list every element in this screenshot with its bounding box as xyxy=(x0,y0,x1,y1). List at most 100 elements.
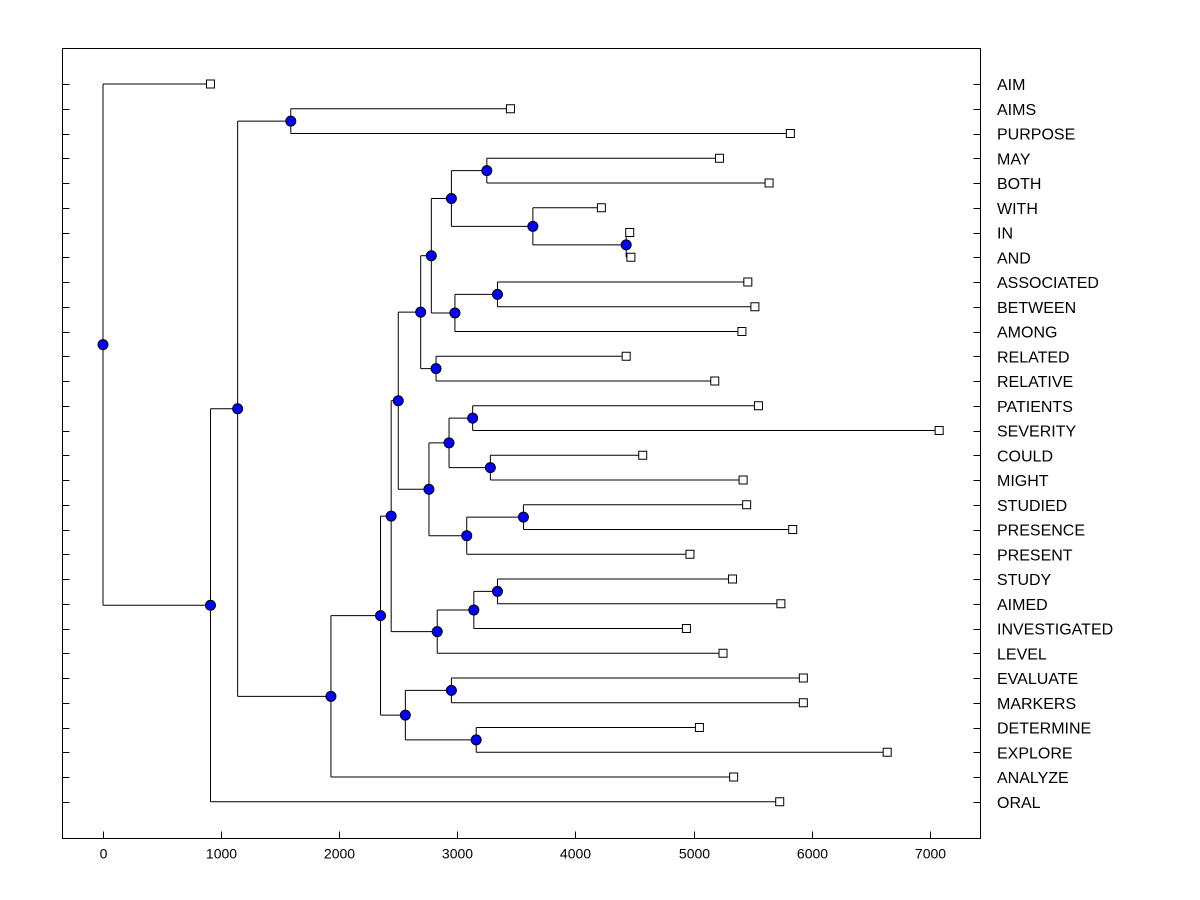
merge-node xyxy=(392,395,404,407)
x-tick-label: 3000 xyxy=(442,846,473,862)
leaf-marker xyxy=(742,500,752,510)
merge-node xyxy=(399,709,411,721)
merge-node xyxy=(445,192,457,204)
leaf-marker xyxy=(714,153,724,163)
leaf-marker xyxy=(775,797,785,807)
leaf-marker xyxy=(505,104,515,114)
x-tick-label: 6000 xyxy=(797,846,828,862)
merge-node xyxy=(470,734,482,746)
merge-node xyxy=(445,684,457,696)
leaf-label: STUDIED xyxy=(997,498,1067,515)
leaf-label: INVESTIGATED xyxy=(997,622,1113,639)
leaf-marker xyxy=(727,574,737,584)
leaf-marker xyxy=(205,79,215,89)
leaf-marker xyxy=(882,747,892,757)
leaf-label: ANALYZE xyxy=(997,770,1069,787)
leaf-label: MARKERS xyxy=(997,696,1076,713)
left-tick-marks xyxy=(62,84,70,803)
merge-node xyxy=(449,307,461,319)
leaf-marker xyxy=(764,178,774,188)
merge-node xyxy=(430,363,442,375)
leaf-label: PATIENTS xyxy=(997,399,1073,416)
merge-node xyxy=(481,165,493,177)
leaf-marker xyxy=(737,327,747,336)
leaf-label: AIM xyxy=(997,77,1025,94)
leaf-marker xyxy=(798,673,808,683)
merge-node xyxy=(484,462,496,474)
leaf-marker xyxy=(626,252,636,262)
leaf-labels: AIM AIMS PURPOSE MAY BOTH WITH IN AND ASSOCIATED… xyxy=(997,77,1113,812)
right-tick-marks xyxy=(973,84,981,803)
leaf-label: AIMED xyxy=(997,597,1048,614)
leaf-marker xyxy=(638,450,648,460)
leaf-marker xyxy=(788,525,798,534)
leaf-label: EVALUATE xyxy=(997,671,1078,688)
leaf-marker xyxy=(798,698,808,708)
merge-node xyxy=(431,626,443,638)
leaf-marker xyxy=(753,401,763,411)
merge-node xyxy=(385,510,397,522)
leaf-marker xyxy=(743,277,753,287)
leaf-label: MIGHT xyxy=(997,473,1049,490)
leaf-label: COULD xyxy=(997,448,1053,465)
x-tick-label: 5000 xyxy=(679,846,710,862)
plot-frame xyxy=(62,48,981,839)
merge-node xyxy=(443,437,455,449)
leaf-label: RELATED xyxy=(997,349,1070,366)
leaf-marker xyxy=(776,599,786,609)
leaf-marker xyxy=(694,723,704,732)
leaf-marker xyxy=(750,302,760,312)
merge-node xyxy=(461,530,473,542)
merge-node xyxy=(527,220,539,232)
x-tick-label: 1000 xyxy=(206,846,237,862)
leaf-marker xyxy=(621,351,631,361)
leaf-label: PRESENCE xyxy=(997,523,1085,540)
leaf-marker xyxy=(718,648,728,658)
x-tick-label: 0 xyxy=(100,846,108,862)
leaf-label: MAY xyxy=(997,151,1031,168)
merge-node xyxy=(415,306,427,318)
leaf-label: ASSOCIATED xyxy=(997,275,1099,292)
merge-node xyxy=(425,250,437,262)
merge-node xyxy=(232,403,244,415)
leaf-label: PRESENT xyxy=(997,547,1073,564)
leaf-marker xyxy=(596,203,606,213)
leaf-marker xyxy=(685,549,695,559)
leaf-label: RELATIVE xyxy=(997,374,1073,391)
leaf-label: ORAL xyxy=(997,795,1041,812)
leaf-markers xyxy=(205,79,944,807)
merge-node xyxy=(491,585,503,597)
leaf-marker xyxy=(934,426,944,435)
x-tick-label: 2000 xyxy=(324,846,355,862)
leaf-marker xyxy=(681,624,691,633)
merge-node xyxy=(468,604,480,616)
merge-node xyxy=(467,412,479,424)
leaf-marker xyxy=(785,129,795,138)
x-axis-ticks: 0 1000 2000 3000 4000 5000 6000 7000 xyxy=(100,831,946,862)
x-tick-label: 4000 xyxy=(560,846,591,862)
merge-node xyxy=(204,599,216,611)
leaf-label: EXPLORE xyxy=(997,745,1073,762)
merge-node xyxy=(375,610,387,622)
leaf-label: AIMS xyxy=(997,102,1036,119)
leaf-label: DETERMINE xyxy=(997,721,1091,738)
merge-node xyxy=(423,483,435,495)
leaf-marker xyxy=(729,772,739,782)
merge-node xyxy=(325,690,337,702)
merge-node xyxy=(97,339,109,351)
leaf-label: PURPOSE xyxy=(997,127,1075,144)
leaf-label: BETWEEN xyxy=(997,300,1076,317)
merge-node xyxy=(491,288,503,300)
merge-node xyxy=(620,239,632,251)
leaf-label: LEVEL xyxy=(997,646,1047,663)
x-tick-label: 7000 xyxy=(915,846,946,862)
merge-node-markers xyxy=(97,115,632,746)
leaf-label: WITH xyxy=(997,201,1038,218)
merge-node xyxy=(517,511,529,523)
merge-node xyxy=(285,115,297,127)
leaf-label: STUDY xyxy=(997,572,1052,589)
leaf-label: AND xyxy=(997,250,1031,267)
leaf-label: SEVERITY xyxy=(997,424,1076,441)
leaf-marker xyxy=(710,376,720,386)
